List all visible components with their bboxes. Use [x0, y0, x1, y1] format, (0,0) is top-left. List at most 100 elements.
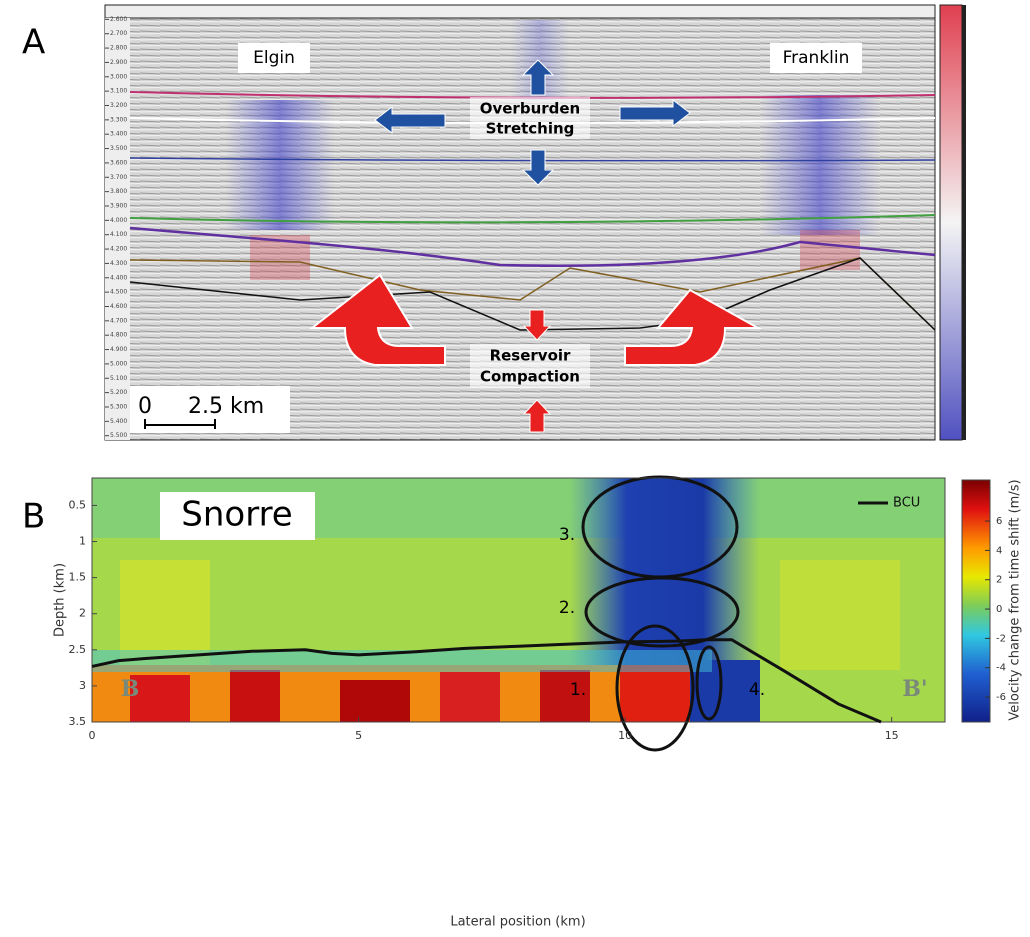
y-tick-label: 3 [79, 679, 86, 692]
horizon [129, 157, 936, 162]
title-box [160, 492, 315, 540]
arrow [521, 149, 555, 186]
label-box [470, 97, 590, 139]
y-tick-label: 2 [79, 607, 86, 620]
heatmap-region [230, 670, 280, 722]
y-tick-label: 4.700 [110, 317, 127, 324]
y-tick-label: 4.100 [110, 231, 127, 238]
panel-label: B [22, 497, 45, 537]
line [91, 638, 882, 724]
x-tick-label: 0 [89, 729, 96, 742]
top-axis [104, 4, 936, 19]
y-tick-label: 5.100 [110, 375, 127, 382]
label-box [470, 344, 590, 388]
y-tick-label: 5.200 [110, 389, 127, 396]
colorbar-title: Velocity change from time shift (m/s) [1008, 479, 1023, 720]
colorbar [939, 4, 963, 441]
colorbar-tick-label: -2 [996, 633, 1006, 644]
y-tick-label: 4.600 [110, 303, 127, 310]
y-tick-label: 4.900 [110, 346, 127, 353]
horizon [129, 257, 936, 331]
heatmap-region [340, 680, 410, 722]
y-tick-label: 3.300 [110, 116, 127, 123]
y-tick-label: 3.100 [110, 88, 127, 95]
zone-ellipse [695, 645, 723, 721]
y-tick-label: 4.400 [110, 274, 127, 281]
zone-label: 1. [570, 680, 586, 700]
horizon [129, 214, 936, 224]
heatmap-region [92, 650, 712, 672]
y-tick-label: 3.400 [110, 131, 127, 138]
y-tick-label: 4.800 [110, 332, 127, 339]
field-label: Franklin [783, 48, 850, 68]
colorbar-edge [962, 5, 966, 440]
arrow [522, 309, 552, 341]
y-tick-label: 2.800 [110, 45, 127, 52]
heatmap-region [130, 675, 190, 722]
y-tick-label: 2.600 [110, 16, 127, 23]
heatmap-region [620, 665, 690, 722]
colorbar-tick-label: 4 [996, 545, 1002, 556]
chart-title: Snorre [181, 495, 292, 535]
y-tick-label: 5.400 [110, 418, 127, 425]
heatmap-region [440, 672, 500, 722]
zone-ellipse [615, 624, 695, 752]
arrow [521, 59, 555, 96]
plot-frame [91, 477, 946, 723]
annotation: Stretching [486, 120, 575, 138]
y-tick-label: 4.500 [110, 289, 127, 296]
colorbar-tick-label: 6 [996, 516, 1002, 527]
y-tick-label: 4.200 [110, 246, 127, 253]
panel-label: A [22, 23, 45, 63]
x-axis-title: Lateral position (km) [450, 915, 585, 930]
y-tick-label: 3.600 [110, 159, 127, 166]
x-tick-label: 10 [618, 729, 632, 742]
field-label: Elgin [253, 48, 295, 68]
colorbar-tick-label: 2 [996, 575, 1002, 586]
scale-label: 0 [138, 394, 152, 419]
x-tick-label: 5 [355, 729, 362, 742]
annotation: Overburden [480, 100, 581, 118]
y-axis-title: Depth (km) [53, 563, 68, 637]
curved-arrow [309, 273, 446, 366]
horizon [129, 257, 936, 331]
section-end: B [121, 676, 140, 702]
y-tick-label: 2.700 [110, 30, 127, 37]
y-tick-label: 1 [79, 535, 86, 548]
zone-label: 4. [749, 680, 765, 700]
arrow [374, 105, 446, 135]
zone-label: 2. [559, 598, 575, 618]
heatmap-region [540, 670, 590, 722]
colorbar-tick-label: -6 [996, 692, 1006, 703]
y-tick-label: 3.700 [110, 174, 127, 181]
horizon [129, 226, 936, 267]
legend-label: BCU [893, 496, 920, 511]
y-tick-label: 3.500 [110, 145, 127, 152]
zone-ellipse [584, 576, 740, 648]
label-box [770, 43, 862, 73]
y-tick-label: 3.200 [110, 102, 127, 109]
heatmap-region [780, 560, 900, 670]
annotation: Compaction [480, 368, 580, 386]
y-tick-label: 4.000 [110, 217, 127, 224]
label-box [238, 43, 310, 73]
y-tick-label: 0.5 [69, 498, 87, 511]
y-tick-label: 5.300 [110, 403, 127, 410]
anomaly [760, 95, 880, 235]
anomaly [800, 230, 860, 270]
y-tick-label: 5.500 [110, 432, 127, 439]
arrow [619, 98, 691, 128]
y-tick-label: 4.300 [110, 260, 127, 267]
y-tick-label: 3.000 [110, 73, 127, 80]
y-tick-label: 2.900 [110, 59, 127, 66]
curved-arrow [624, 288, 762, 366]
y-tick-label: 2.5 [69, 643, 87, 656]
y-tick-label: 3.5 [69, 715, 87, 728]
scale-label: 2.5 km [188, 394, 264, 419]
zone-label: 3. [559, 525, 575, 545]
y-tick-label: 3.800 [110, 188, 127, 195]
x-tick-label: 15 [885, 729, 899, 742]
y-tick-label: 3.900 [110, 202, 127, 209]
y-tick-label: 1.5 [69, 571, 87, 584]
